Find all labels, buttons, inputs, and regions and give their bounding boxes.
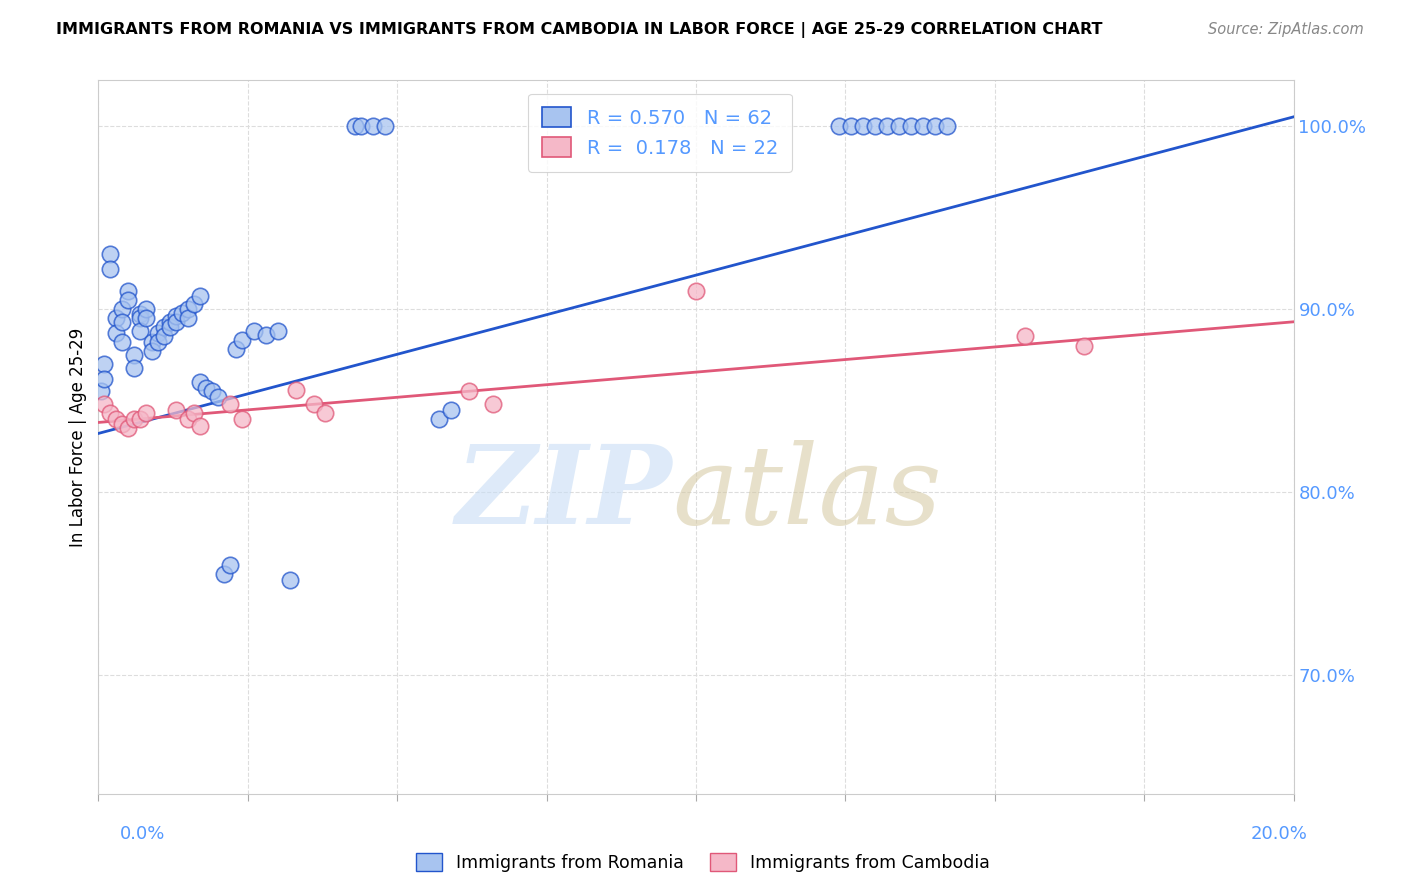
Point	[93, 357, 115, 371]
Point	[98, 247, 122, 261]
Point	[129, 308, 152, 322]
Point	[267, 324, 290, 338]
Point	[231, 411, 253, 425]
Point	[1014, 329, 1036, 343]
Point	[344, 119, 367, 133]
Point	[207, 390, 229, 404]
Point	[440, 402, 463, 417]
Point	[876, 119, 898, 133]
Point	[165, 402, 187, 417]
Point	[183, 406, 205, 420]
Y-axis label: In Labor Force | Age 25-29: In Labor Force | Age 25-29	[69, 327, 87, 547]
Point	[111, 417, 134, 432]
Point	[117, 293, 139, 307]
Point	[350, 119, 373, 133]
Point	[117, 284, 139, 298]
Point	[135, 311, 157, 326]
Point	[482, 397, 505, 411]
Text: 20.0%: 20.0%	[1251, 825, 1308, 843]
Point	[177, 311, 200, 326]
Text: atlas: atlas	[672, 441, 942, 548]
Point	[177, 411, 200, 425]
Point	[278, 573, 301, 587]
Point	[231, 333, 253, 347]
Point	[141, 344, 163, 359]
Point	[183, 296, 205, 310]
Point	[105, 411, 128, 425]
Point	[219, 397, 242, 411]
Point	[188, 289, 211, 303]
Point	[841, 119, 863, 133]
Point	[159, 315, 181, 329]
Point	[302, 397, 325, 411]
Point	[177, 301, 200, 316]
Point	[111, 301, 134, 316]
Point	[374, 119, 396, 133]
Point	[363, 119, 385, 133]
Point	[98, 261, 122, 276]
Legend: R = 0.570   N = 62, R =  0.178   N = 22: R = 0.570 N = 62, R = 0.178 N = 22	[529, 94, 792, 171]
Point	[124, 360, 146, 375]
Point	[129, 411, 152, 425]
Point	[188, 419, 211, 434]
Point	[148, 334, 170, 349]
Point	[111, 315, 134, 329]
Point	[427, 411, 450, 425]
Point	[212, 567, 235, 582]
Point	[93, 397, 115, 411]
Point	[93, 371, 115, 385]
Point	[828, 119, 851, 133]
Point	[124, 348, 146, 362]
Point	[852, 119, 875, 133]
Legend: Immigrants from Romania, Immigrants from Cambodia: Immigrants from Romania, Immigrants from…	[409, 847, 997, 879]
Point	[195, 381, 218, 395]
Point	[105, 326, 128, 340]
Point	[141, 334, 163, 349]
Point	[912, 119, 935, 133]
Point	[900, 119, 922, 133]
Text: ZIP: ZIP	[456, 441, 672, 548]
Point	[889, 119, 911, 133]
Point	[159, 320, 181, 334]
Point	[117, 421, 139, 435]
Point	[129, 324, 152, 338]
Point	[129, 311, 152, 326]
Point	[153, 320, 176, 334]
Point	[315, 406, 337, 420]
Point	[201, 384, 224, 399]
Point	[153, 329, 176, 343]
Point	[188, 375, 211, 389]
Point	[124, 411, 146, 425]
Point	[165, 310, 187, 324]
Point	[936, 119, 959, 133]
Text: Source: ZipAtlas.com: Source: ZipAtlas.com	[1208, 22, 1364, 37]
Point	[458, 384, 481, 399]
Text: IMMIGRANTS FROM ROMANIA VS IMMIGRANTS FROM CAMBODIA IN LABOR FORCE | AGE 25-29 C: IMMIGRANTS FROM ROMANIA VS IMMIGRANTS FR…	[56, 22, 1102, 38]
Point	[90, 384, 112, 399]
Point	[254, 327, 277, 342]
Point	[165, 315, 187, 329]
Point	[172, 306, 194, 320]
Point	[135, 301, 157, 316]
Point	[225, 343, 247, 357]
Point	[243, 324, 266, 338]
Point	[924, 119, 946, 133]
Point	[685, 284, 707, 298]
Point	[219, 558, 242, 573]
Point	[1073, 338, 1095, 352]
Point	[135, 406, 157, 420]
Point	[98, 406, 122, 420]
Point	[865, 119, 887, 133]
Point	[284, 383, 307, 397]
Point	[148, 326, 170, 340]
Point	[105, 311, 128, 326]
Text: 0.0%: 0.0%	[120, 825, 165, 843]
Point	[111, 334, 134, 349]
